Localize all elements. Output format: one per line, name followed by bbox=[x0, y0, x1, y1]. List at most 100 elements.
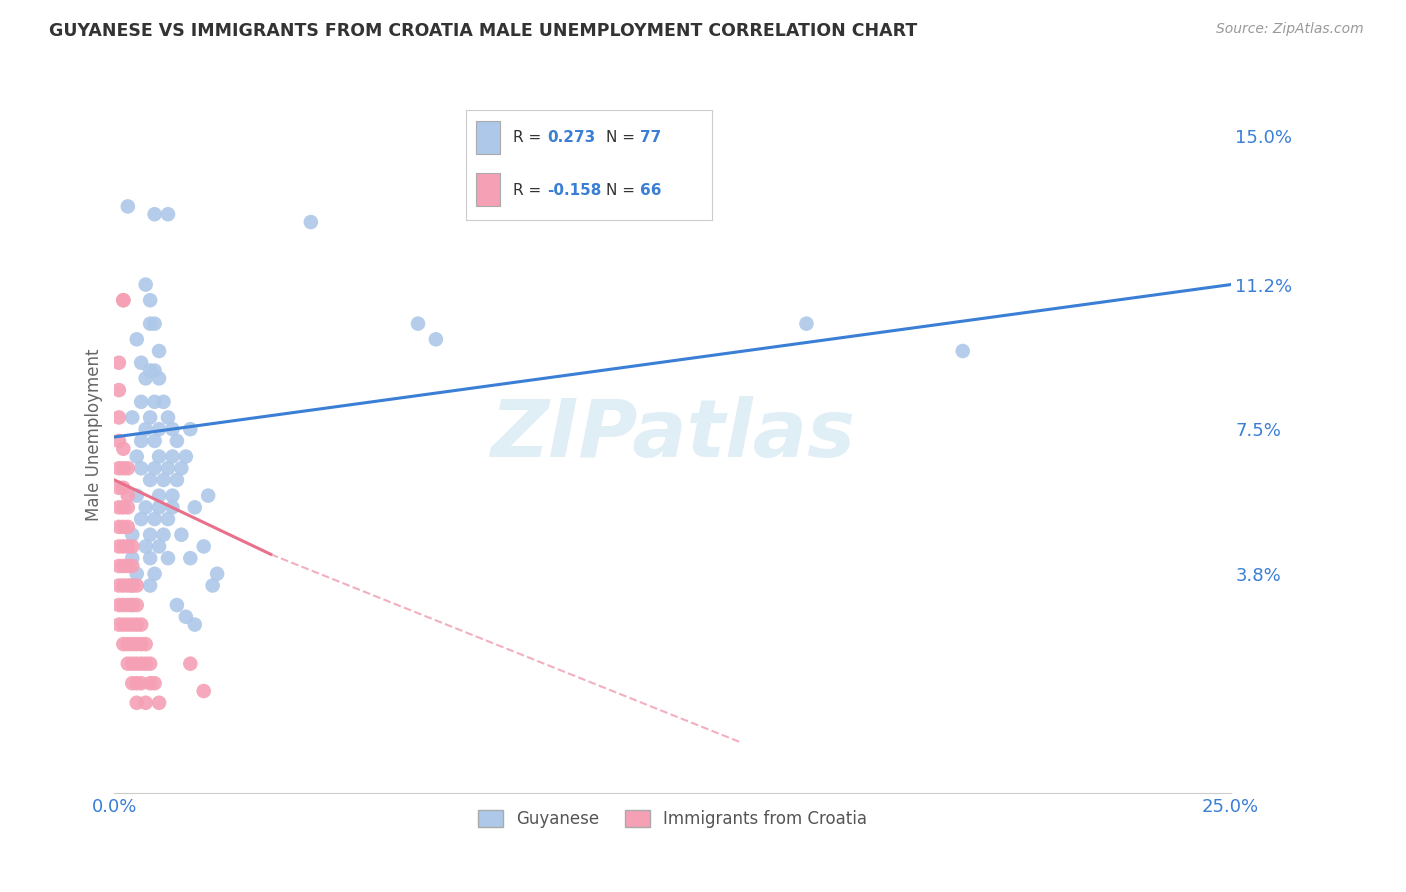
Point bbox=[148, 500, 170, 515]
Point bbox=[406, 317, 429, 331]
Point bbox=[112, 520, 135, 534]
Point bbox=[129, 356, 152, 370]
Point bbox=[125, 696, 148, 710]
Point bbox=[201, 578, 224, 592]
Point bbox=[143, 566, 166, 581]
Point bbox=[125, 450, 148, 464]
Text: ZIPatlas: ZIPatlas bbox=[491, 396, 855, 474]
Point bbox=[125, 598, 148, 612]
Point bbox=[139, 317, 162, 331]
Point bbox=[143, 207, 166, 221]
Point bbox=[108, 500, 131, 515]
Point bbox=[184, 500, 207, 515]
Point bbox=[108, 481, 131, 495]
Point bbox=[139, 363, 162, 377]
Point bbox=[166, 473, 188, 487]
Point bbox=[117, 540, 139, 554]
Point bbox=[125, 578, 148, 592]
Point bbox=[148, 344, 170, 359]
Point bbox=[129, 657, 152, 671]
Point bbox=[135, 500, 157, 515]
Point bbox=[156, 551, 179, 566]
Point bbox=[148, 371, 170, 385]
Point bbox=[121, 527, 143, 541]
Point bbox=[179, 422, 201, 436]
Point bbox=[121, 410, 143, 425]
Point bbox=[112, 442, 135, 456]
Point bbox=[156, 410, 179, 425]
Text: Source: ZipAtlas.com: Source: ZipAtlas.com bbox=[1216, 22, 1364, 37]
Point bbox=[112, 461, 135, 475]
Point bbox=[129, 394, 152, 409]
Point bbox=[125, 676, 148, 690]
Point bbox=[108, 434, 131, 448]
Point bbox=[952, 344, 974, 359]
Point bbox=[108, 598, 131, 612]
Point bbox=[179, 657, 201, 671]
Point bbox=[170, 461, 193, 475]
Point bbox=[143, 317, 166, 331]
Point bbox=[135, 696, 157, 710]
Point bbox=[121, 676, 143, 690]
Point bbox=[129, 512, 152, 526]
Point bbox=[156, 207, 179, 221]
Point bbox=[166, 598, 188, 612]
Point bbox=[112, 578, 135, 592]
Point bbox=[148, 489, 170, 503]
Point bbox=[193, 540, 215, 554]
Point bbox=[174, 450, 197, 464]
Point bbox=[108, 520, 131, 534]
Point bbox=[135, 277, 157, 292]
Point bbox=[125, 489, 148, 503]
Point bbox=[139, 551, 162, 566]
Point bbox=[139, 676, 162, 690]
Point bbox=[193, 684, 215, 698]
Point bbox=[205, 566, 228, 581]
Point bbox=[121, 551, 143, 566]
Point bbox=[162, 500, 184, 515]
Point bbox=[143, 676, 166, 690]
Point bbox=[135, 371, 157, 385]
Point bbox=[117, 598, 139, 612]
Point bbox=[117, 500, 139, 515]
Point bbox=[299, 215, 322, 229]
Point bbox=[108, 383, 131, 397]
Point bbox=[121, 617, 143, 632]
Point bbox=[184, 617, 207, 632]
Point bbox=[121, 598, 143, 612]
Point bbox=[108, 410, 131, 425]
Point bbox=[796, 317, 818, 331]
Point bbox=[117, 489, 139, 503]
Point bbox=[148, 422, 170, 436]
Point bbox=[117, 617, 139, 632]
Point bbox=[135, 422, 157, 436]
Point bbox=[108, 461, 131, 475]
Point bbox=[152, 473, 174, 487]
Point bbox=[125, 332, 148, 346]
Point bbox=[143, 394, 166, 409]
Point bbox=[156, 461, 179, 475]
Point bbox=[129, 617, 152, 632]
Point bbox=[125, 637, 148, 651]
Point bbox=[121, 637, 143, 651]
Y-axis label: Male Unemployment: Male Unemployment bbox=[86, 349, 103, 521]
Point bbox=[112, 598, 135, 612]
Point bbox=[117, 637, 139, 651]
Point bbox=[143, 512, 166, 526]
Point bbox=[135, 540, 157, 554]
Point bbox=[108, 578, 131, 592]
Point bbox=[112, 540, 135, 554]
Point bbox=[112, 559, 135, 574]
Point bbox=[117, 657, 139, 671]
Point bbox=[143, 434, 166, 448]
Point bbox=[117, 520, 139, 534]
Point bbox=[112, 481, 135, 495]
Point bbox=[139, 527, 162, 541]
Point bbox=[121, 559, 143, 574]
Point bbox=[148, 540, 170, 554]
Point bbox=[139, 410, 162, 425]
Point bbox=[125, 566, 148, 581]
Point bbox=[112, 293, 135, 308]
Point bbox=[197, 489, 219, 503]
Text: GUYANESE VS IMMIGRANTS FROM CROATIA MALE UNEMPLOYMENT CORRELATION CHART: GUYANESE VS IMMIGRANTS FROM CROATIA MALE… bbox=[49, 22, 918, 40]
